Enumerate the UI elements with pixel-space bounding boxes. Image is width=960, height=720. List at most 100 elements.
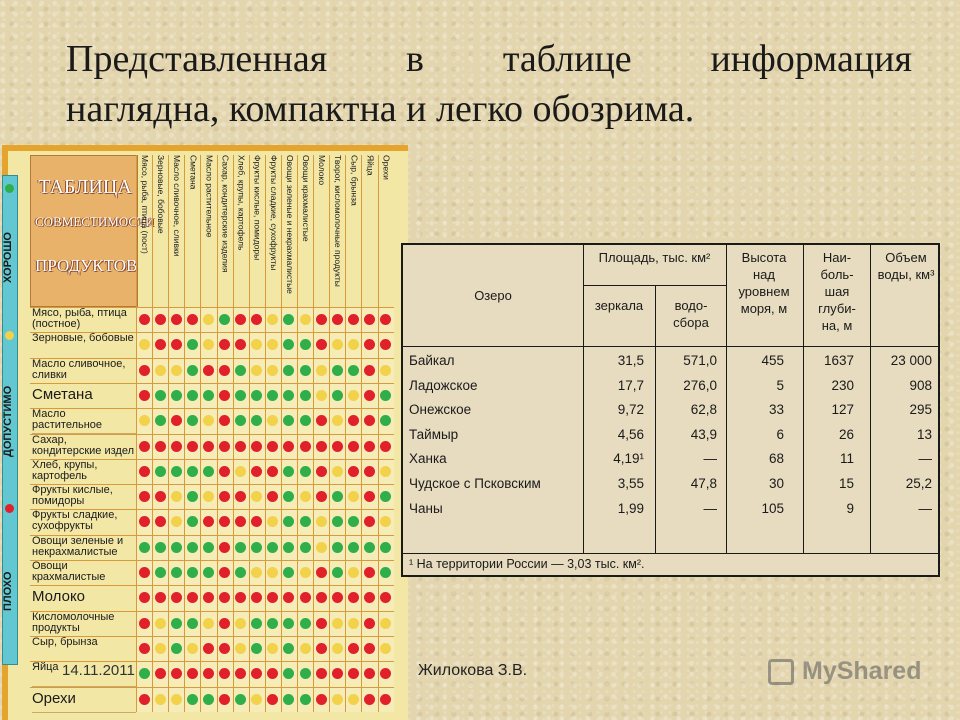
compat-dot: [186, 668, 198, 680]
compat-dot: [235, 642, 247, 654]
chart-heading-line-2: СОВМЕСТИМОСТИ: [35, 214, 155, 229]
lake-name: Ладожское: [409, 377, 478, 393]
table-row: Байкал 31,5 571,0 455 1637 23 000: [403, 350, 938, 374]
compat-dot: [267, 314, 279, 325]
header-lake: Озеро: [474, 288, 512, 303]
footer-date: 14.11.2011: [62, 662, 135, 679]
lake-mirror: 1,99: [617, 500, 644, 516]
compat-dot: [170, 389, 182, 401]
compat-dot: [267, 693, 279, 705]
compat-dot: [154, 642, 166, 654]
compat-dot: [380, 693, 391, 705]
myshared-logo-icon: [768, 659, 794, 685]
compat-dot: [235, 668, 247, 680]
compat-dot: [267, 389, 279, 401]
compat-dot: [251, 440, 263, 452]
column-header: Зерновые, бобовые: [156, 155, 167, 234]
grid-hline: [30, 560, 394, 561]
lake-basin: 62,8: [690, 402, 717, 418]
column-header: Орехи: [381, 155, 392, 180]
compat-dot: [267, 339, 279, 351]
compat-dot: [251, 314, 263, 325]
compat-dot: [186, 617, 198, 629]
lake-volume: —: [918, 500, 933, 516]
grid-hline: [30, 635, 394, 637]
lake-basin: 571,0: [683, 353, 717, 368]
compat-dot: [219, 364, 230, 376]
compat-dot: [267, 642, 279, 654]
lake-name: Ханка: [409, 451, 447, 467]
lakes-table: Озеро Площадь, тыс. км² зеркала водо-сбо…: [401, 243, 940, 577]
compat-dot: [380, 339, 391, 351]
compat-dot: [283, 314, 295, 325]
table-hline: [583, 285, 726, 286]
lake-volume: 908: [909, 377, 932, 393]
row-label: Масло сливочное, сливки: [32, 359, 136, 384]
header-basin: водо-сбора: [673, 298, 709, 330]
table-row: Таймыр 4,56 43,9 6 26 13: [403, 424, 938, 448]
grid-hline: [30, 509, 394, 511]
compat-dot: [315, 642, 327, 654]
table-row: Чудское с Псковским 3,55 47,8 30 15 25,2: [403, 473, 938, 497]
compat-dot: [267, 668, 279, 680]
compat-dot: [186, 339, 198, 351]
title-line-2: наглядна, компактна и легко обозрима.: [66, 88, 695, 130]
grid-hline: [30, 585, 394, 587]
compat-dot: [202, 465, 214, 477]
compat-dot: [347, 339, 359, 351]
compat-dot: [380, 541, 391, 553]
compat-dot: [170, 339, 182, 351]
compat-dot: [251, 415, 263, 427]
table-vline: [655, 285, 656, 553]
compat-dot: [299, 567, 311, 578]
compat-dot: [170, 642, 182, 654]
compat-dot: [170, 415, 182, 427]
compat-dot: [202, 440, 214, 452]
lake-volume: —: [918, 451, 933, 467]
row-label: Сметана: [32, 384, 136, 410]
lake-basin: 276,0: [683, 377, 717, 393]
compat-dot: [283, 567, 295, 578]
lake-basin: —: [703, 451, 718, 467]
header-altitude: Высота над уровнем моря, м: [738, 250, 790, 316]
compat-dot: [363, 693, 375, 705]
compat-dot: [251, 642, 263, 654]
compat-dot: [251, 491, 263, 503]
legend-good-label: ХОРОШО: [2, 232, 14, 284]
compat-dot: [299, 668, 311, 680]
compat-dot: [283, 364, 295, 376]
compat-dot: [267, 440, 279, 452]
grid-hline: [30, 610, 394, 612]
compat-dot: [299, 642, 311, 654]
compat-dot: [283, 668, 295, 680]
compat-dot: [251, 339, 263, 351]
compat-dot: [315, 339, 327, 351]
compat-dot: [299, 440, 311, 452]
lake-name: Чаны: [409, 500, 443, 516]
compat-dot: [283, 592, 295, 604]
compat-dot: [267, 364, 279, 376]
lake-volume: 13: [916, 426, 932, 442]
compat-dot: [138, 364, 150, 376]
compat-dot: [219, 339, 230, 351]
compat-dot: [138, 465, 150, 477]
compat-dot: [283, 693, 295, 705]
compat-dot: [331, 339, 343, 351]
compat-dot: [138, 592, 150, 604]
compat-dot: [331, 389, 343, 401]
lake-altitude: 30: [768, 476, 784, 491]
lake-volume: 25,2: [905, 476, 932, 491]
lake-basin: 43,9: [690, 426, 717, 442]
compat-dot: [219, 642, 230, 654]
compat-dot: [219, 491, 230, 503]
compat-dot: [219, 617, 230, 629]
chart-legend-strip: ХОРОШО ДОПУСТИМО ПЛОХО: [2, 175, 18, 665]
compat-dot: [380, 440, 391, 452]
grid-hline: [30, 357, 394, 359]
compat-dot: [283, 389, 295, 401]
table-hline: [403, 346, 938, 347]
column-header: Овощи крахмалистые: [301, 155, 311, 242]
compat-dot: [363, 642, 375, 654]
compat-dot: [202, 415, 214, 427]
compat-dot: [186, 592, 198, 604]
